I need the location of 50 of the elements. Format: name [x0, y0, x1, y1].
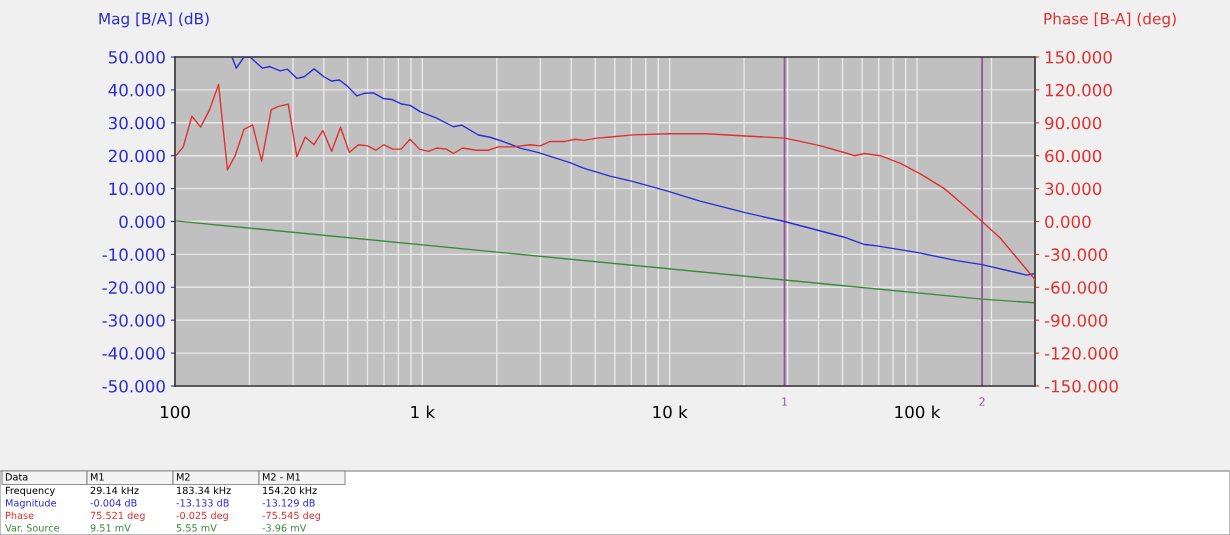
y-tick-label: -50.000: [102, 379, 165, 393]
y2-tick-label: -60.000: [1044, 281, 1108, 294]
text: Phase: [5, 511, 34, 520]
text: Frequency: [5, 486, 55, 496]
y-axis-title: Mag [B/A] (dB): [99, 12, 209, 28]
text: 75.521 deg: [90, 511, 145, 521]
x-tick-label: 100 k: [895, 405, 941, 419]
text: Var. Source: [5, 524, 60, 532]
y2-tick-label: -30.000: [1044, 248, 1108, 261]
y2-tick-label: 150.000: [1045, 50, 1112, 64]
text: 5.55 mV: [176, 524, 217, 532]
text: -75.545 deg: [262, 511, 321, 521]
y-tick-label: -10.000: [102, 248, 165, 261]
text: 9.51 mV: [90, 524, 131, 532]
y-tick-label: 0.000: [119, 215, 165, 229]
text: M2: [176, 473, 190, 481]
y2-tick-label: 90.000: [1045, 116, 1102, 130]
text: -3.96 mV: [262, 524, 307, 532]
y-tick-label: -30.000: [102, 314, 165, 327]
text: -0.004 dB: [90, 499, 137, 507]
x-tick-label: 100: [160, 405, 190, 419]
text: -0.025 deg: [176, 511, 228, 521]
text: 2: [979, 397, 985, 406]
text: M2 - M1: [262, 473, 300, 481]
y2-tick-label: 120.000: [1045, 83, 1112, 97]
y-tick-label: 50.000: [108, 50, 165, 64]
y-tick-label: -40.000: [102, 347, 165, 360]
y-tick-label: 10.000: [109, 182, 165, 196]
y2-tick-label: -90.000: [1044, 314, 1108, 327]
y-tick-label: -20.000: [102, 281, 165, 294]
y2-tick-label: -120.000: [1044, 347, 1118, 360]
text: -13.133 dB: [176, 499, 229, 507]
text: 29.14 kHz: [90, 486, 139, 495]
y-tick-label: 40.000: [108, 83, 165, 97]
text: Data: [5, 473, 28, 481]
y2-tick-label: 0.000: [1045, 215, 1091, 229]
y2-tick-label: 30.000: [1045, 182, 1102, 196]
y-tick-label: 30.000: [108, 116, 165, 130]
text: 1: [782, 397, 788, 406]
text: Magnitude: [5, 499, 56, 509]
y2-tick-label: -150.000: [1044, 379, 1118, 393]
y2-tick-label: 60.000: [1045, 149, 1102, 163]
y-tick-label: 20.000: [108, 149, 165, 163]
text: M1: [90, 473, 104, 481]
x-tick-label: 1 k: [411, 405, 436, 419]
y2-axis-title: Phase [B-A] (deg): [1044, 12, 1176, 28]
x-tick-label: 10 k: [653, 405, 688, 419]
text: 154.20 kHz: [263, 486, 317, 495]
text: -13.129 dB: [262, 499, 315, 507]
text: 183.34 kHz: [177, 486, 231, 495]
